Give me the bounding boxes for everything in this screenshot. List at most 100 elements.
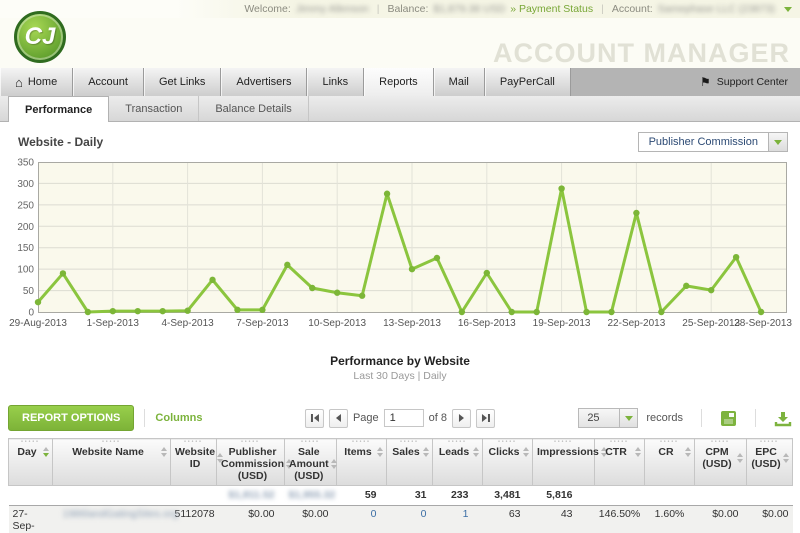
column-grip-icon[interactable]: ••••• bbox=[533, 439, 594, 446]
sort-arrows[interactable] bbox=[523, 447, 529, 457]
sort-arrows[interactable] bbox=[377, 447, 383, 457]
metric-dropdown-button[interactable] bbox=[768, 133, 787, 151]
sort-arrows[interactable] bbox=[685, 447, 691, 457]
column-header-ctr[interactable]: •••••CTR bbox=[595, 439, 645, 486]
sort-up-icon[interactable] bbox=[473, 447, 479, 451]
cj-logo[interactable]: CJ bbox=[14, 11, 66, 63]
records-select-value: 25 bbox=[579, 409, 619, 427]
nav-tab-links[interactable]: Links bbox=[307, 68, 364, 96]
cell-value[interactable]: 1 bbox=[463, 508, 469, 520]
sort-up-icon[interactable] bbox=[685, 447, 691, 451]
first-page-button[interactable] bbox=[305, 409, 324, 428]
sort-up-icon[interactable] bbox=[635, 447, 641, 451]
sort-up-icon[interactable] bbox=[523, 447, 529, 451]
sort-arrows[interactable] bbox=[783, 453, 789, 463]
sort-up-icon[interactable] bbox=[377, 447, 383, 451]
column-header-sale-amount-usd[interactable]: •••••Sale Amount (USD) bbox=[285, 439, 337, 486]
records-select[interactable]: 25 bbox=[578, 408, 638, 428]
sort-arrows[interactable] bbox=[473, 447, 479, 457]
sort-down-icon[interactable] bbox=[331, 465, 337, 469]
column-header-impressions[interactable]: •••••Impressions bbox=[533, 439, 595, 486]
sort-arrows[interactable] bbox=[423, 447, 429, 457]
cell-leads[interactable]: 1 bbox=[433, 505, 483, 533]
column-grip-icon[interactable]: ••••• bbox=[285, 439, 336, 446]
sort-down-icon[interactable] bbox=[161, 453, 167, 457]
sort-arrows[interactable] bbox=[161, 447, 167, 457]
sort-down-icon[interactable] bbox=[685, 453, 691, 457]
column-header-day[interactable]: •••••Day bbox=[9, 439, 53, 486]
sort-arrows[interactable] bbox=[43, 447, 49, 457]
sort-down-icon[interactable] bbox=[523, 453, 529, 457]
metric-dropdown[interactable]: Publisher Commission bbox=[638, 132, 788, 152]
nav-tab-paypercall[interactable]: PayPerCall bbox=[485, 68, 571, 96]
column-grip-icon[interactable]: ••••• bbox=[171, 439, 216, 446]
sort-down-icon[interactable] bbox=[377, 453, 383, 457]
column-grip-icon[interactable]: ••••• bbox=[595, 439, 644, 446]
last-page-button[interactable] bbox=[476, 409, 495, 428]
records-select-button[interactable] bbox=[619, 409, 637, 427]
next-page-button[interactable] bbox=[452, 409, 471, 428]
column-grip-icon[interactable]: ••••• bbox=[645, 439, 694, 446]
sort-arrows[interactable] bbox=[635, 447, 641, 457]
column-grip-icon[interactable]: ••••• bbox=[695, 439, 746, 446]
sort-down-icon[interactable] bbox=[783, 459, 789, 463]
sort-arrows[interactable] bbox=[737, 453, 743, 463]
sub-tab-performance[interactable]: Performance bbox=[8, 96, 109, 122]
column-header-leads[interactable]: •••••Leads bbox=[433, 439, 483, 486]
column-header-cr[interactable]: •••••CR bbox=[645, 439, 695, 486]
save-report-button[interactable] bbox=[720, 410, 737, 427]
sub-tab-transaction[interactable]: Transaction bbox=[109, 96, 199, 121]
previous-page-button[interactable] bbox=[329, 409, 348, 428]
column-grip-icon[interactable]: ••••• bbox=[9, 439, 52, 446]
column-grip-icon[interactable]: ••••• bbox=[53, 439, 170, 446]
sort-down-icon[interactable] bbox=[635, 453, 641, 457]
sort-down-icon[interactable] bbox=[737, 459, 743, 463]
column-header-sales[interactable]: •••••Sales bbox=[387, 439, 433, 486]
column-header-epc-usd[interactable]: •••••EPC (USD) bbox=[747, 439, 793, 486]
cell-value[interactable]: 0 bbox=[371, 508, 377, 520]
nav-tab-get-links[interactable]: Get Links bbox=[144, 68, 221, 96]
column-header-publisher-commission-usd[interactable]: •••••Publisher Commission (USD) bbox=[217, 439, 285, 486]
account-caret-down-icon[interactable] bbox=[784, 7, 792, 12]
sort-up-icon[interactable] bbox=[161, 447, 167, 451]
sort-up-icon[interactable] bbox=[43, 447, 49, 451]
sort-down-icon[interactable] bbox=[43, 453, 49, 457]
column-grip-icon[interactable]: ••••• bbox=[747, 439, 792, 446]
column-header-clicks[interactable]: •••••Clicks bbox=[483, 439, 533, 486]
sort-up-icon[interactable] bbox=[331, 459, 337, 463]
column-grip-icon[interactable]: ••••• bbox=[387, 439, 432, 446]
columns-link[interactable]: Columns bbox=[155, 412, 202, 424]
payment-status-link[interactable]: » Payment Status bbox=[510, 3, 593, 15]
sort-up-icon[interactable] bbox=[737, 453, 743, 457]
column-header-website-name[interactable]: •••••Website Name bbox=[53, 439, 171, 486]
column-header-cpm-usd[interactable]: •••••CPM (USD) bbox=[695, 439, 747, 486]
cell-value[interactable]: 0 bbox=[421, 508, 427, 520]
report-options-button[interactable]: REPORT OPTIONS bbox=[8, 405, 134, 431]
nav-tab-home[interactable]: ⌂Home bbox=[0, 68, 73, 96]
column-grip-icon[interactable]: ••••• bbox=[337, 439, 386, 446]
page-count-label: of 8 bbox=[429, 412, 447, 424]
nav-tab-account[interactable]: Account bbox=[73, 68, 144, 96]
sort-up-icon[interactable] bbox=[423, 447, 429, 451]
column-header-website-id[interactable]: •••••Website ID bbox=[171, 439, 217, 486]
sort-up-icon[interactable] bbox=[783, 453, 789, 457]
download-report-button[interactable] bbox=[774, 410, 792, 427]
cell-sales[interactable]: 0 bbox=[387, 505, 433, 533]
column-grip-icon[interactable]: ••••• bbox=[217, 439, 284, 446]
page-number-input[interactable] bbox=[384, 409, 424, 427]
cell-website_name[interactable]: 1986landGatingSites.org bbox=[53, 505, 171, 533]
sub-tab-balance-details[interactable]: Balance Details bbox=[199, 96, 308, 121]
cell-items[interactable]: 0 bbox=[337, 505, 387, 533]
column-label: Website ID bbox=[175, 446, 215, 470]
sort-arrows[interactable] bbox=[331, 459, 337, 469]
nav-tab-advertisers[interactable]: Advertisers bbox=[221, 68, 307, 96]
nav-tab-mail[interactable]: Mail bbox=[434, 68, 485, 96]
column-grip-icon[interactable]: ••••• bbox=[483, 439, 532, 446]
sort-down-icon[interactable] bbox=[423, 453, 429, 457]
column-header-items[interactable]: •••••Items bbox=[337, 439, 387, 486]
cell-value[interactable]: 1986landGatingSites.org bbox=[63, 508, 179, 520]
column-grip-icon[interactable]: ••••• bbox=[433, 439, 482, 446]
sort-down-icon[interactable] bbox=[473, 453, 479, 457]
nav-tab-reports[interactable]: Reports bbox=[364, 68, 434, 96]
support-center-link[interactable]: ⚑ Support Center bbox=[700, 68, 800, 96]
